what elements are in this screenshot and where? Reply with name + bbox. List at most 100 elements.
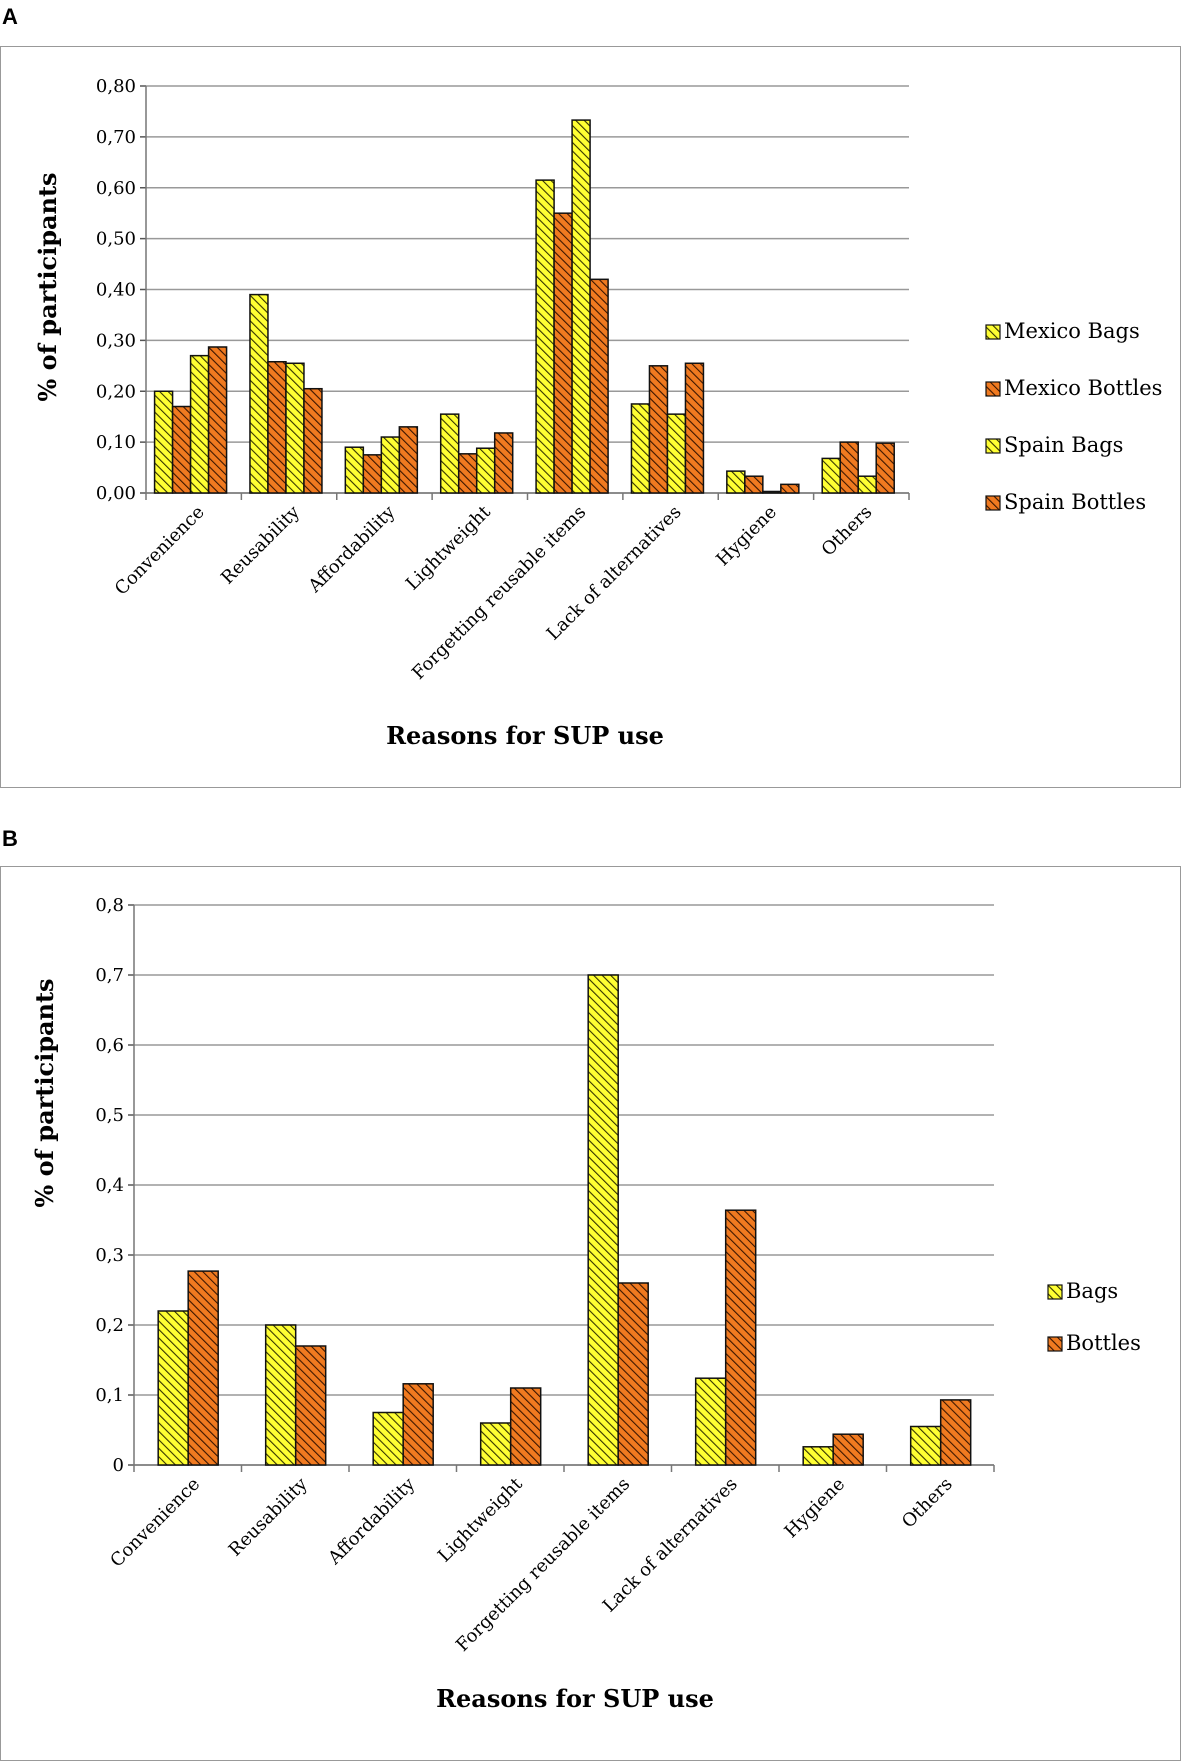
- category-label: Reusability: [217, 501, 305, 589]
- category-label: Lightweight: [434, 1473, 527, 1566]
- category-label: Convenience: [106, 1474, 204, 1572]
- chart-a: 0,00 0,10 0,20 0,30 0,40 0,50 0,60 0,70 0,80 Conv…: [33, 76, 1162, 750]
- bar-mexico-bags: [439, 413, 460, 494]
- bar-spain-bottles: [207, 346, 228, 494]
- category-label: Lightweight: [402, 501, 495, 594]
- bar-mexico-bags: [726, 470, 746, 494]
- category-label: Others: [898, 1474, 957, 1533]
- category-label: Forgetting reusable items: [452, 1474, 634, 1656]
- y-tick-label: 0,10: [96, 432, 136, 453]
- y-tick-label: 0,40: [96, 280, 136, 301]
- y-tick-label: 0,50: [96, 229, 136, 250]
- bar-spain-bags: [285, 362, 305, 494]
- bar-bottles: [509, 1387, 542, 1466]
- chart-b: 0 0,1 0,2 0,3 0,4 0,5 0,6 0,7 0,8 Convenience Reus…: [30, 895, 1141, 1713]
- bar-spain-bottles: [684, 362, 705, 494]
- bar-bottles: [832, 1433, 864, 1466]
- bar-bottles: [939, 1399, 972, 1466]
- y-tick-label: 0,20: [96, 381, 136, 402]
- legend-label: Bottles: [1066, 1331, 1141, 1355]
- bar-spain-bottles: [780, 483, 800, 494]
- y-tick-label: 0,7: [95, 965, 124, 986]
- bar-mexico-bags: [153, 390, 174, 494]
- legend-label: Mexico Bags: [1004, 319, 1140, 343]
- y-tick-label: 0,70: [96, 127, 136, 148]
- legend-label: Spain Bags: [1004, 433, 1123, 457]
- bar-spain-bottles: [589, 278, 609, 494]
- bar-spain-bags: [380, 436, 401, 494]
- category-label: Affordability: [304, 501, 400, 597]
- bar-mexico-bags: [535, 179, 555, 494]
- bar-mexico-bottles: [457, 453, 478, 494]
- bar-bottles: [187, 1270, 219, 1466]
- x-axis-title: Reasons for SUP use: [436, 1684, 714, 1713]
- bar-bottles: [402, 1383, 434, 1466]
- bar-bags: [909, 1425, 942, 1466]
- bar-bags: [694, 1377, 727, 1466]
- panel-a: 0,00 0,10 0,20 0,30 0,40 0,50 0,60 0,70 0,80 Conv…: [0, 46, 1181, 788]
- y-tick-label: 0: [113, 1455, 124, 1476]
- legend-swatch: [985, 438, 1001, 454]
- y-tick-label: 0,6: [95, 1035, 124, 1056]
- y-axis-title: % of participants: [33, 172, 62, 401]
- bar-spain-bags: [857, 475, 877, 494]
- bar-mexico-bottles: [171, 405, 192, 494]
- panel-b-label: B: [2, 826, 18, 851]
- category-label: Hygiene: [712, 502, 781, 571]
- bar-spain-bags: [189, 354, 210, 494]
- y-tick-label: 0,3: [95, 1245, 124, 1266]
- bar-spain-bags: [666, 413, 687, 494]
- bar-spain-bags: [571, 119, 591, 494]
- category-label: Convenience: [111, 502, 209, 600]
- legend-label: Mexico Bottles: [1004, 376, 1162, 400]
- y-tick-label: 0,60: [96, 178, 136, 199]
- bar-bags: [587, 974, 619, 1466]
- bar-bags: [264, 1324, 297, 1466]
- bar-mexico-bags: [249, 293, 269, 494]
- category-label: Others: [818, 502, 877, 561]
- category-label: Hygiene: [781, 1474, 850, 1543]
- legend-swatch: [985, 495, 1001, 511]
- y-tick-label: 0,30: [96, 330, 136, 351]
- category-label: Affordability: [323, 1473, 419, 1569]
- legend-swatch: [1047, 1336, 1063, 1352]
- bar-bags: [157, 1310, 189, 1466]
- y-tick-label: 0,1: [95, 1385, 124, 1406]
- bar-spain-bottles: [303, 387, 323, 494]
- legend-swatch: [1047, 1284, 1063, 1300]
- y-tick-label: 0,80: [96, 76, 136, 97]
- bar-mexico-bottles: [267, 360, 287, 494]
- bar-mexico-bottles: [744, 475, 764, 494]
- bar-bags: [372, 1411, 404, 1466]
- legend-label: Spain Bottles: [1004, 490, 1146, 514]
- panel-a-label: A: [2, 4, 18, 29]
- legend-swatch: [985, 324, 1001, 340]
- y-tick-label: 0,5: [95, 1105, 124, 1126]
- y-axis-title: % of participants: [30, 978, 59, 1207]
- bar-mexico-bags: [821, 457, 841, 494]
- bar-bags: [802, 1446, 834, 1466]
- x-axis-title: Reasons for SUP use: [386, 721, 664, 750]
- bar-spain-bags: [762, 490, 782, 494]
- bar-mexico-bottles: [362, 454, 383, 494]
- panel-b: 0 0,1 0,2 0,3 0,4 0,5 0,6 0,7 0,8 Convenience Reus…: [0, 866, 1181, 1761]
- category-label: Reusability: [225, 1473, 313, 1561]
- bar-spain-bags: [475, 447, 496, 494]
- bar-spain-bottles: [493, 432, 514, 494]
- bar-bottles: [724, 1209, 757, 1466]
- bar-mexico-bags: [344, 446, 365, 494]
- bar-bottles: [294, 1345, 327, 1466]
- bar-spain-bottles: [875, 442, 895, 494]
- bar-bottles: [617, 1282, 649, 1466]
- legend-label: Bags: [1066, 1279, 1118, 1303]
- bar-mexico-bottles: [553, 212, 573, 494]
- y-tick-label: 0,4: [95, 1175, 124, 1196]
- y-tick-label: 0,00: [96, 483, 136, 504]
- bar-mexico-bottles: [648, 365, 669, 494]
- bar-bags: [479, 1422, 512, 1466]
- category-label: Forgetting reusable items: [408, 502, 590, 684]
- bar-mexico-bottles: [839, 441, 859, 494]
- y-tick-label: 0,2: [95, 1315, 124, 1336]
- y-tick-label: 0,8: [95, 895, 124, 916]
- legend-swatch: [985, 381, 1001, 397]
